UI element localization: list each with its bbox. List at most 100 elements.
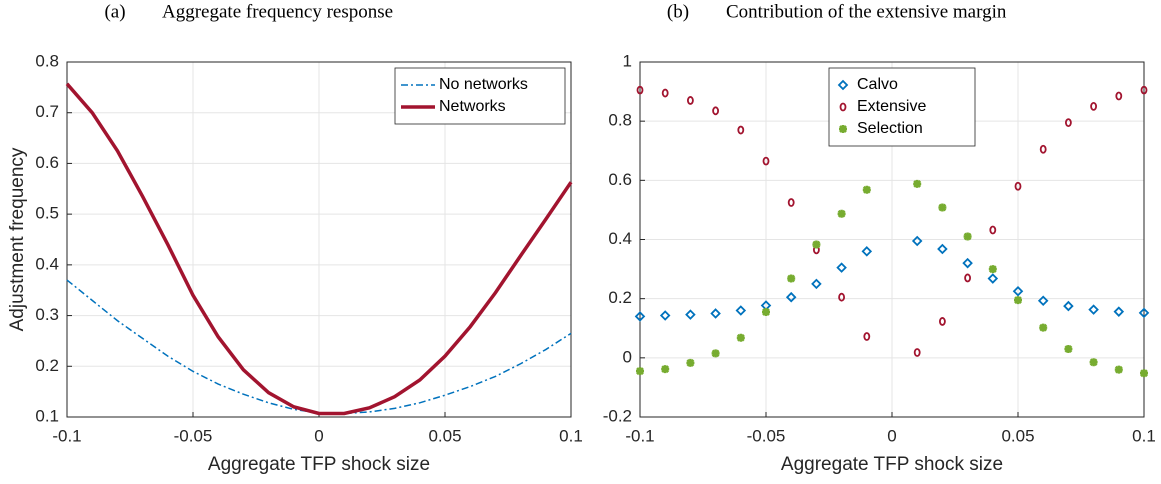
marker xyxy=(838,292,846,302)
legend-swatch xyxy=(837,79,849,91)
y-axis-label: Adjustment frequency xyxy=(7,147,28,331)
y-tick-label: 0 xyxy=(623,347,632,366)
chart-title: Aggregate frequency response xyxy=(162,1,393,22)
x-axis-label: Aggregate TFP shock size xyxy=(781,454,1003,475)
marker xyxy=(712,106,720,116)
y-tick-label: 0.6 xyxy=(35,153,59,172)
marker xyxy=(711,349,720,358)
marker xyxy=(659,310,671,321)
marker xyxy=(989,225,997,235)
marker xyxy=(1064,118,1072,128)
y-tick-label: 0.2 xyxy=(608,288,632,307)
marker xyxy=(1039,144,1047,154)
marker xyxy=(837,209,846,218)
x-tick-label: 0.05 xyxy=(428,426,461,445)
marker xyxy=(785,291,797,303)
marker xyxy=(736,333,745,342)
x-tick-label: 0.1 xyxy=(1132,426,1156,445)
marker xyxy=(861,246,873,257)
marker xyxy=(1014,181,1022,191)
marker xyxy=(812,240,821,249)
series-line xyxy=(65,82,573,416)
x-tick-label: -0.1 xyxy=(52,426,81,445)
marker xyxy=(661,365,670,374)
y-tick-label: 1 xyxy=(623,51,632,70)
y-tick-label: 0.3 xyxy=(35,305,59,324)
legend-label: Selection xyxy=(857,120,923,137)
marker xyxy=(636,367,644,376)
marker xyxy=(787,274,796,283)
y-tick-label: 0.5 xyxy=(35,204,59,223)
y-tick-label: 0.6 xyxy=(608,170,632,189)
marker xyxy=(1114,365,1123,374)
x-tick-label: 0 xyxy=(314,426,323,445)
marker xyxy=(1089,358,1098,367)
marker xyxy=(988,265,997,274)
marker xyxy=(634,311,646,322)
marker xyxy=(938,317,946,326)
marker xyxy=(1140,369,1148,378)
x-axis-label: Aggregate TFP shock size xyxy=(208,454,430,475)
marker xyxy=(1063,300,1074,312)
legend-label: Extensive xyxy=(857,98,926,115)
y-tick-label: 0.4 xyxy=(608,229,632,248)
marker xyxy=(911,235,923,247)
marker xyxy=(710,308,721,319)
marker xyxy=(661,88,669,98)
marker xyxy=(1115,91,1123,101)
legend-box xyxy=(394,67,566,125)
marker xyxy=(987,273,999,284)
legend-swatch xyxy=(839,125,847,133)
y-tick-label: 0.4 xyxy=(35,254,59,273)
legend-box xyxy=(828,67,976,147)
marker xyxy=(1090,102,1098,111)
legend-label: Networks xyxy=(439,98,506,115)
legend-label: No networks xyxy=(439,76,528,93)
x-tick-label: 0 xyxy=(887,426,896,445)
marker xyxy=(686,96,694,105)
panel-label: (b) xyxy=(667,1,689,22)
marker xyxy=(937,243,948,255)
x-tick-label: -0.05 xyxy=(174,426,213,445)
marker xyxy=(1037,295,1049,307)
x-tick-label: -0.05 xyxy=(747,426,786,445)
marker xyxy=(686,358,695,367)
marker xyxy=(963,232,972,241)
axes-box xyxy=(66,61,572,418)
marker xyxy=(862,185,871,194)
marker xyxy=(863,332,871,341)
legend-label: Calvo xyxy=(857,76,898,93)
marker xyxy=(1012,285,1024,297)
marker xyxy=(1039,323,1048,332)
marker xyxy=(685,309,696,320)
chart-title: Contribution of the extensive margin xyxy=(726,1,1007,22)
y-tick-label: 0.8 xyxy=(608,111,632,130)
marker xyxy=(1014,296,1022,305)
y-tick-label: 0.8 xyxy=(35,51,59,70)
marker xyxy=(1138,307,1150,319)
marker xyxy=(787,198,795,207)
marker xyxy=(636,85,644,95)
y-tick-label: 0.1 xyxy=(35,406,59,425)
panel-label: (a) xyxy=(104,1,125,22)
marker xyxy=(811,278,822,290)
x-tick-label: 0.1 xyxy=(559,426,583,445)
marker xyxy=(762,307,770,316)
marker xyxy=(1113,306,1125,317)
marker xyxy=(962,257,973,269)
marker xyxy=(964,273,972,283)
marker xyxy=(913,179,922,188)
y-tick-label: -0.2 xyxy=(603,406,632,425)
marker xyxy=(938,203,947,212)
x-tick-label: 0.05 xyxy=(1001,426,1034,445)
legend-swatch xyxy=(839,102,847,112)
y-tick-label: 0.7 xyxy=(35,102,59,121)
marker xyxy=(836,262,847,273)
marker xyxy=(735,305,747,316)
y-tick-label: 0.2 xyxy=(35,356,59,375)
x-tick-label: -0.1 xyxy=(625,426,654,445)
marker xyxy=(1088,304,1099,315)
marker xyxy=(1140,85,1148,95)
marker xyxy=(762,156,770,166)
